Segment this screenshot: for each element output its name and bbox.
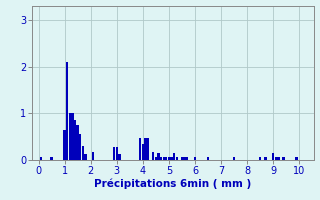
Bar: [40, 157, 42, 160]
Bar: [147, 138, 149, 160]
Bar: [194, 157, 196, 160]
Bar: [272, 153, 274, 160]
Bar: [66, 62, 68, 160]
Bar: [165, 157, 167, 160]
Bar: [142, 144, 144, 160]
Bar: [163, 157, 165, 160]
Bar: [207, 157, 209, 160]
Bar: [84, 154, 87, 160]
Bar: [283, 157, 285, 160]
Bar: [76, 125, 79, 160]
Bar: [139, 138, 141, 160]
Bar: [259, 157, 261, 160]
Bar: [63, 130, 66, 160]
Bar: [74, 120, 76, 160]
Bar: [118, 154, 121, 160]
Bar: [170, 157, 173, 160]
Bar: [275, 157, 277, 160]
Bar: [113, 147, 115, 160]
Bar: [157, 153, 160, 160]
Bar: [71, 113, 74, 160]
Bar: [155, 157, 157, 160]
Bar: [116, 147, 118, 160]
Bar: [50, 157, 53, 160]
X-axis label: Précipitations 6min ( mm ): Précipitations 6min ( mm ): [94, 178, 252, 189]
Bar: [79, 134, 81, 160]
Bar: [277, 157, 280, 160]
Bar: [183, 157, 186, 160]
Bar: [68, 113, 71, 160]
Bar: [176, 157, 178, 160]
Bar: [152, 152, 155, 160]
Bar: [144, 138, 147, 160]
Bar: [233, 157, 235, 160]
Bar: [264, 157, 267, 160]
Bar: [186, 157, 188, 160]
Bar: [168, 157, 170, 160]
Bar: [181, 157, 183, 160]
Bar: [295, 157, 298, 160]
Bar: [173, 153, 175, 160]
Bar: [160, 157, 162, 160]
Bar: [92, 152, 94, 160]
Bar: [82, 146, 84, 160]
